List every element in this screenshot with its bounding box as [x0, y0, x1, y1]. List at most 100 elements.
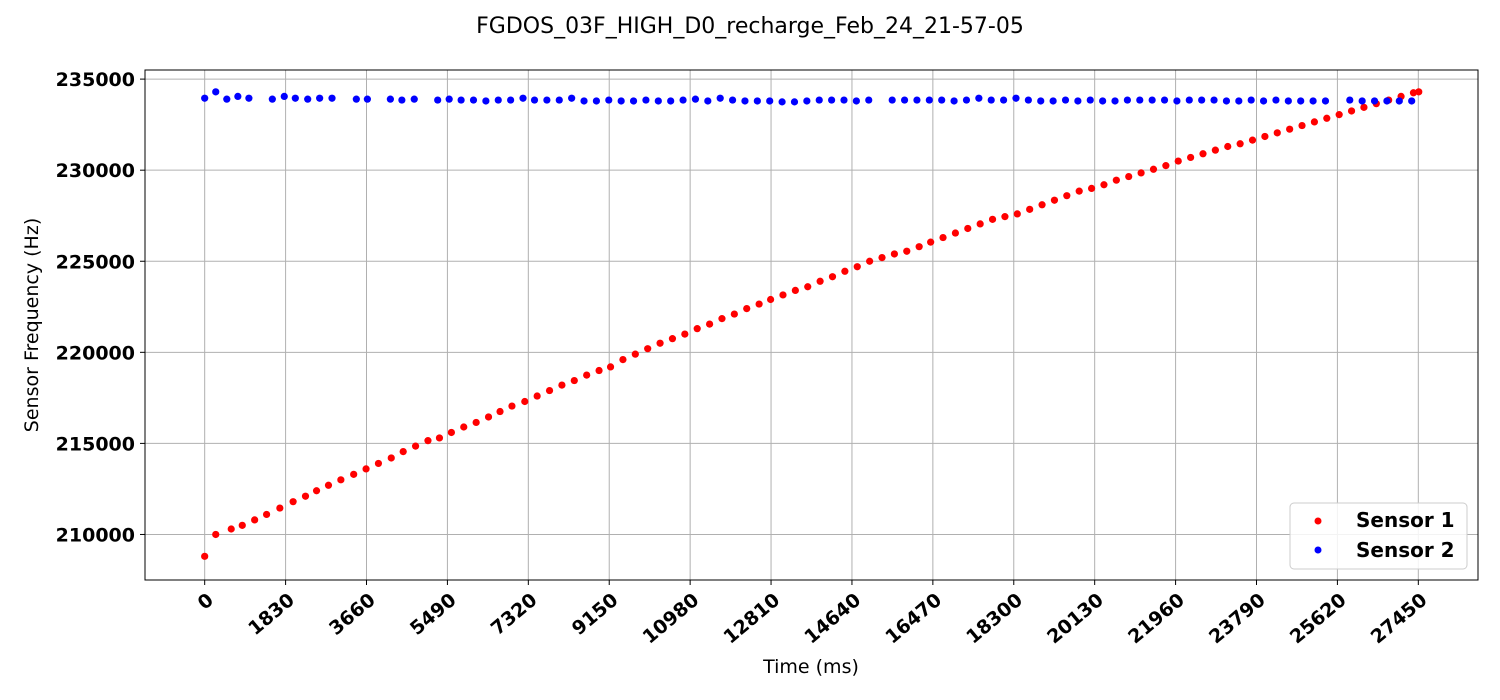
sensor-2-point	[434, 96, 442, 104]
sensor-2-point	[1321, 97, 1330, 105]
sensor-2-point	[704, 97, 712, 105]
x-tick-label: 10980	[639, 589, 704, 648]
sensor-1-point	[1050, 196, 1059, 204]
sensor-2-point	[580, 97, 588, 105]
sensor-1-point	[939, 233, 947, 242]
sensor-1-point	[399, 447, 407, 456]
sensor-2-point	[679, 96, 687, 104]
sensor-1-point	[878, 254, 886, 262]
sensor-2-point	[1012, 94, 1020, 102]
sensor-1-point	[816, 277, 824, 285]
x-tick-label: 1830	[244, 589, 299, 640]
sensor-1-point	[767, 295, 775, 304]
sensor-2-point	[245, 94, 253, 102]
sensor-2-point	[1309, 97, 1317, 105]
sensor-1-point	[644, 345, 652, 353]
sensor-1-point	[1335, 111, 1343, 119]
sensor-1-point	[1248, 136, 1257, 144]
sensor-1-point	[853, 263, 861, 271]
sensor-2-point	[482, 97, 490, 105]
y-tick-label: 210000	[56, 524, 135, 546]
chart-title: FGDOS_03F_HIGH_D0_recharge_Feb_24_21-57-…	[476, 14, 1024, 39]
sensor-2-point	[568, 94, 576, 102]
sensor-2-point	[234, 92, 242, 101]
legend-label-sensor-1: Sensor 1	[1356, 508, 1455, 532]
sensor-2-point	[753, 97, 761, 105]
sensor-1-point	[1112, 176, 1120, 184]
sensor-1-point	[362, 465, 370, 473]
sensor-2-point	[1086, 96, 1094, 104]
grid	[145, 70, 1478, 580]
x-tick-label: 25620	[1286, 589, 1351, 648]
x-tick-label: 7320	[487, 589, 542, 640]
sensor-1-point	[472, 418, 480, 427]
sensor-1-point	[841, 267, 849, 275]
sensor-1-point	[866, 257, 874, 265]
sensor-1-point	[1087, 184, 1096, 192]
sensor-2-point	[352, 95, 360, 103]
sensor-1-point	[1162, 162, 1170, 170]
x-tick-label: 5490	[406, 589, 461, 640]
sensor-2-point	[1037, 97, 1045, 105]
sensor-1-point	[570, 376, 578, 385]
sensor-2-point	[316, 94, 324, 102]
sensor-2-point	[1111, 97, 1119, 105]
sensor-1-point	[964, 224, 972, 233]
sensor-1-point	[1273, 129, 1281, 137]
sensor-1-point	[484, 413, 493, 421]
y-tick-label: 220000	[56, 342, 135, 364]
sensor-2-point	[925, 96, 933, 104]
sensor-1-point	[1038, 201, 1046, 209]
sensor-1-point	[1360, 103, 1368, 111]
sensor-1-point	[668, 335, 677, 343]
sensor-2-point	[1123, 96, 1131, 104]
sensor-1-point	[718, 315, 726, 323]
sensor-1-point	[779, 291, 787, 299]
x-tick-label: 16470	[881, 589, 946, 648]
sensor-2-point	[1222, 97, 1231, 105]
sensor-2-point	[1284, 97, 1292, 105]
sensor-1-point	[1001, 213, 1009, 221]
legend: Sensor 1 Sensor 2	[1289, 502, 1468, 570]
sensor-2-point	[1272, 96, 1280, 104]
x-tick-label: 3660	[325, 589, 380, 640]
x-tick-label: 14640	[800, 589, 865, 648]
sensor-2-point	[1297, 97, 1305, 105]
sensor-1-point	[1347, 107, 1356, 115]
sensor-1-point	[1261, 132, 1269, 141]
sensor-1-point	[324, 481, 333, 489]
sensor-2-point	[987, 96, 995, 104]
plot-frame	[144, 69, 1479, 581]
sensor-1-point	[755, 300, 763, 308]
sensor-1-point	[521, 397, 529, 406]
x-tick-label: 18300	[962, 589, 1027, 648]
sensor-2-point	[1099, 97, 1107, 105]
sensor-1-point	[976, 220, 984, 228]
sensor-2-point	[766, 97, 774, 105]
sensor-2-point	[778, 98, 786, 106]
sensor-2-point	[410, 95, 418, 103]
sensor-1-point	[1415, 88, 1423, 96]
sensor-2-point	[1198, 96, 1206, 104]
sensor-2-point	[1408, 97, 1416, 105]
sensor-2-point	[223, 95, 231, 103]
sensor-2-point	[1395, 97, 1403, 105]
sensor-1-point	[1125, 172, 1133, 181]
sensor-1-point	[276, 504, 284, 512]
sensor-2-point	[728, 96, 737, 104]
sensor-2-point	[888, 96, 896, 104]
sensor-1-point	[656, 339, 664, 347]
sensor-2-point	[494, 96, 502, 104]
sensor-1-point	[730, 310, 738, 318]
sensor-1-point	[251, 516, 259, 524]
data-points	[201, 88, 1423, 560]
sensor-2-point	[280, 92, 288, 101]
sensor-1-point	[1187, 153, 1195, 162]
sensor-1-point	[619, 356, 627, 364]
sensor-2-point	[530, 96, 539, 104]
sensor-1-point	[631, 350, 639, 358]
sensor-2-point	[913, 96, 921, 104]
sensor-1-point	[212, 530, 220, 539]
x-tick-label: 0	[194, 589, 218, 614]
